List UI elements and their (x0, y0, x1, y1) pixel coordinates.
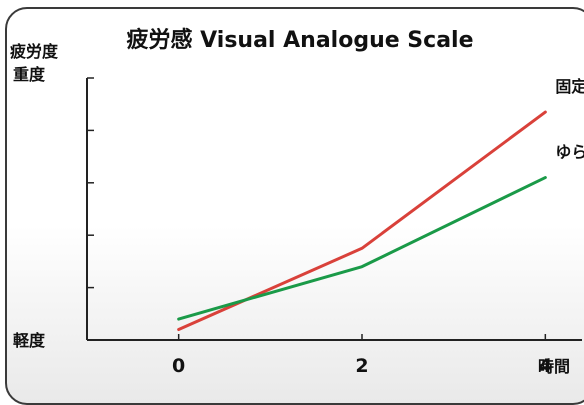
x-axis-label: 時間 (538, 357, 570, 376)
series-line-0 (177, 110, 547, 332)
y-axis-label: 疲労度 (10, 42, 59, 61)
x-ticks: 0 2 4 (172, 334, 552, 377)
y-axis-top-label: 重度 (13, 65, 46, 84)
x-tick-label: 0 (172, 355, 185, 377)
chart-title: 疲労感 Visual Analogue Scale (126, 27, 473, 53)
legend-label-0: 固定 (555, 77, 584, 96)
series-lines (177, 110, 547, 332)
x-tick-label: 2 (355, 355, 368, 377)
series-line-1 (177, 176, 547, 321)
y-axis-bottom-label: 軽度 (13, 331, 46, 350)
x-tick-label: 4 (539, 355, 552, 377)
legend-label-1: ゆらぎ (555, 143, 584, 162)
axes (86, 77, 582, 341)
legend: 固定ゆらぎ (555, 77, 584, 162)
